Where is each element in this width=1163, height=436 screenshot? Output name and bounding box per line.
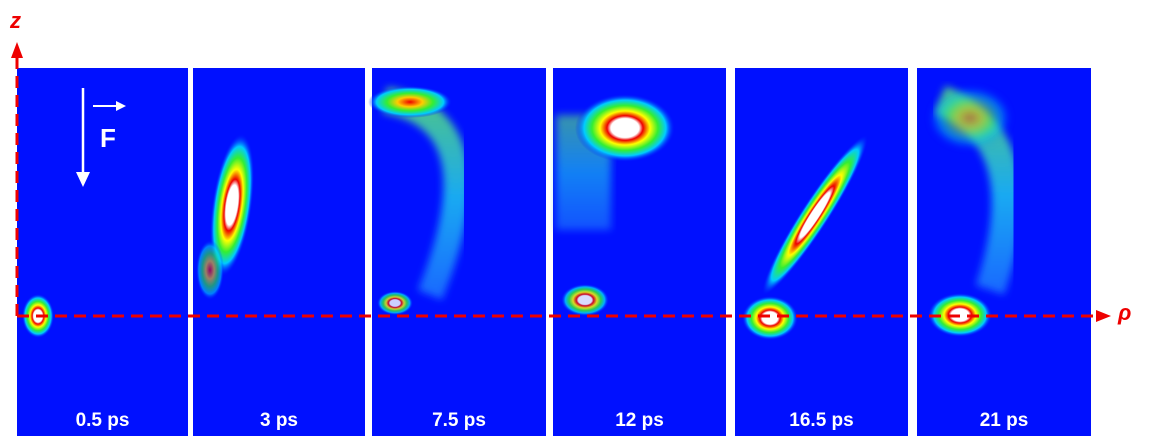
time-label: 3 ps <box>260 410 298 431</box>
panel <box>372 68 546 436</box>
time-label: 7.5 ps <box>432 410 486 431</box>
time-label: 0.5 ps <box>76 410 130 431</box>
time-label: 12 ps <box>615 410 664 431</box>
force-label: F <box>100 123 116 153</box>
panel <box>17 68 188 436</box>
decor <box>22 86 1022 340</box>
time-label: 16.5 ps <box>789 410 853 431</box>
panel <box>735 68 908 436</box>
time-label: 21 ps <box>980 410 1029 431</box>
force-indicator: F <box>76 88 126 187</box>
panels: 0.5 ps 3 ps 7.5 ps 12 ps 16.5 ps 21 ps <box>17 68 1091 436</box>
rho-axis-label: ρ <box>1117 300 1131 325</box>
axes: z ρ <box>9 8 1131 325</box>
z-axis-label: z <box>9 8 21 33</box>
